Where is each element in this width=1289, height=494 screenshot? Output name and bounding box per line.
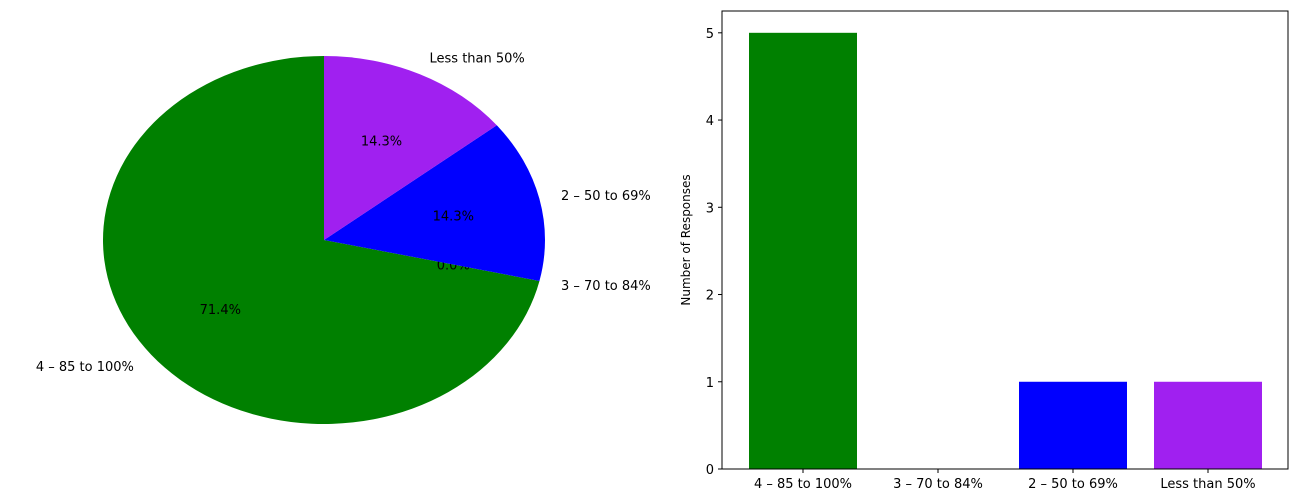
pie-slice-4-85-to-100 bbox=[102, 56, 540, 424]
x-tick-label-less-than-50: Less than 50% bbox=[1160, 477, 1255, 492]
y-tick-label: 2 bbox=[706, 289, 714, 304]
y-tick-label: 5 bbox=[706, 27, 714, 42]
pie-percent-2-50-to-69: 14.3% bbox=[433, 209, 474, 224]
x-tick-label-3-70-to-84: 3 – 70 to 84% bbox=[893, 477, 983, 492]
bar-chart: Number of Responses 4 – 85 to 100% 3 – 70… bbox=[679, 10, 1289, 492]
y-tick-label: 0 bbox=[706, 463, 714, 478]
pie-percent-4-85-to-100: 71.4% bbox=[200, 303, 241, 318]
pie-label-3-70-to-84: 3 – 70 to 84% bbox=[561, 279, 651, 294]
pie-slice-2-50-to-69 bbox=[324, 125, 545, 281]
pie-label-less-than-50: Less than 50% bbox=[430, 52, 525, 67]
pie-percent-less-than-50: 14.3% bbox=[361, 135, 402, 150]
y-tick-label: 4 bbox=[706, 114, 714, 129]
pie-label-4-85-to-100: 4 – 85 to 100% bbox=[36, 360, 134, 375]
x-tick-label-4-85-to-100: 4 – 85 to 100% bbox=[754, 477, 852, 492]
y-tick-label: 3 bbox=[706, 201, 714, 216]
pie-slice-less-than-50 bbox=[324, 56, 497, 240]
bar-4-85-to-100 bbox=[749, 32, 857, 470]
pie-chart: 71.4%4 – 85 to 100%0.0%3 – 70 to 84%14.3… bbox=[36, 52, 651, 424]
bar-2-50-to-69 bbox=[1019, 381, 1127, 469]
y-tick-label: 1 bbox=[706, 376, 714, 391]
bar-less-than-50 bbox=[1154, 381, 1262, 469]
plot-frame bbox=[721, 10, 1289, 470]
y-axis-label: Number of Responses bbox=[679, 174, 693, 305]
x-tick-label-2-50-to-69: 2 – 50 to 69% bbox=[1028, 477, 1118, 492]
pie-label-2-50-to-69: 2 – 50 to 69% bbox=[561, 189, 651, 204]
